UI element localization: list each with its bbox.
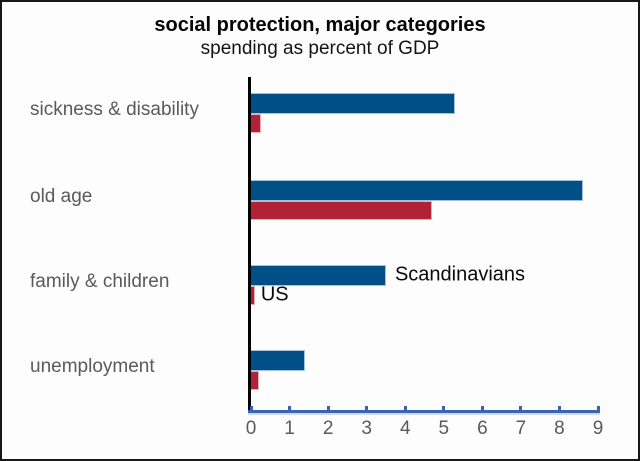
x-tick-2 — [326, 406, 330, 410]
x-tick-9 — [596, 406, 600, 410]
x-tick-label-1: 1 — [284, 418, 295, 439]
bar-scandinavians-unemployment — [251, 350, 305, 371]
x-tick-6 — [480, 406, 484, 410]
x-tick-label-3: 3 — [361, 418, 372, 439]
x-tick-3 — [365, 406, 369, 410]
x-tick-label-0: 0 — [245, 418, 257, 439]
x-tick-label-6: 6 — [477, 418, 488, 439]
chart-subtitle: spending as percent of GDP — [200, 38, 440, 59]
chart-title: social protection, major categories — [154, 14, 486, 36]
category-label-old-age: old age — [30, 186, 93, 207]
bar-us-unemployment — [251, 370, 259, 390]
bar-us-family-children — [251, 285, 255, 305]
y-axis-line — [248, 77, 251, 411]
series-label-us: US — [260, 283, 289, 306]
x-axis-line — [248, 410, 600, 413]
x-tick-8 — [557, 406, 561, 410]
chart-header: social protection, major categories spen… — [2, 13, 638, 60]
bar-scandinavians-family-children — [251, 265, 386, 286]
x-tick-7 — [519, 406, 523, 410]
bar-scandinavians-sickness-disability — [251, 93, 456, 114]
category-label-family-children: family & children — [30, 271, 170, 292]
x-tick-5 — [442, 406, 446, 410]
bar-scandinavians-old-age — [251, 180, 583, 201]
x-tick-4 — [403, 406, 407, 410]
category-label-unemployment: unemployment — [30, 356, 155, 377]
x-tick-label-2: 2 — [322, 418, 334, 439]
category-label-sickness-disability: sickness & disability — [30, 99, 199, 120]
bar-us-old-age — [251, 200, 433, 220]
series-label-scandinavians: Scandinavians — [394, 263, 526, 286]
bar-us-sickness-disability — [251, 113, 261, 133]
x-tick-1 — [288, 406, 292, 410]
x-tick-label-7: 7 — [515, 418, 527, 439]
x-tick-label-9: 9 — [592, 418, 604, 439]
x-tick-label-4: 4 — [399, 418, 411, 439]
x-tick-label-5: 5 — [438, 418, 450, 439]
x-tick-0 — [249, 406, 253, 410]
x-tick-label-8: 8 — [554, 418, 565, 439]
